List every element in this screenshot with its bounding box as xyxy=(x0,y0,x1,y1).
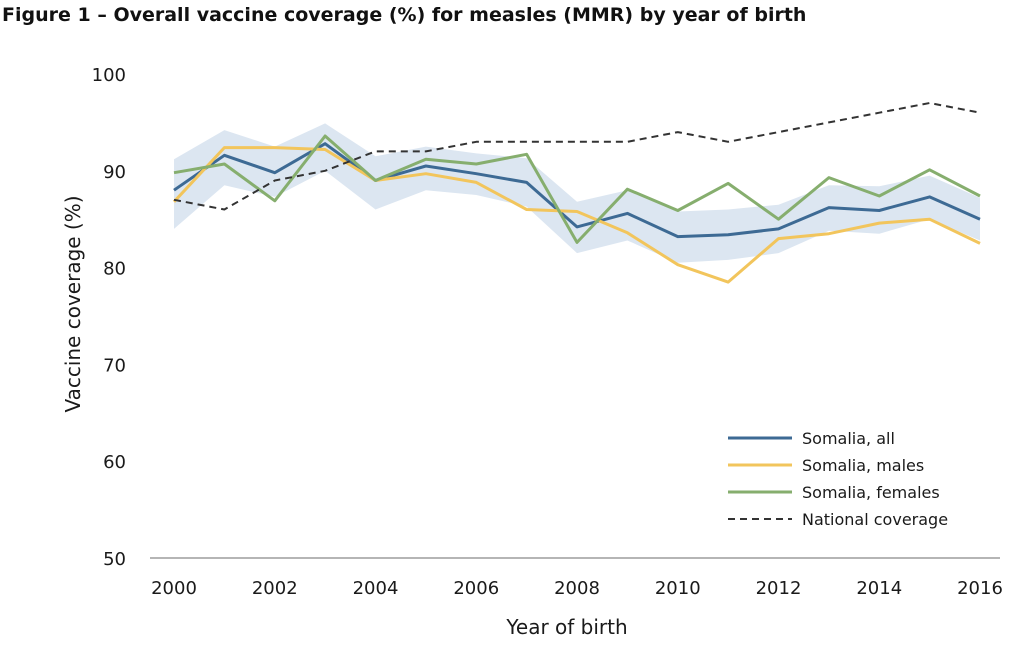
legend-label-0: Somalia, all xyxy=(802,429,895,448)
x-tick-label: 2012 xyxy=(756,578,802,599)
y-tick-label: 60 xyxy=(103,452,126,473)
x-tick-label: 2006 xyxy=(453,578,499,599)
series-line-2 xyxy=(173,134,981,244)
series-line-0 xyxy=(173,142,981,239)
legend-label-2: Somalia, females xyxy=(802,483,940,502)
x-tick-label: 2016 xyxy=(957,578,1003,599)
y-tick-label: 90 xyxy=(103,162,126,183)
chart-title: Figure 1 – Overall vaccine coverage (%) … xyxy=(2,4,807,26)
y-tick-label: 50 xyxy=(103,549,126,570)
y-tick-label: 100 xyxy=(92,65,126,86)
x-tick-label: 2014 xyxy=(856,578,902,599)
x-axis-label: Year of birth xyxy=(505,615,627,639)
legend: Somalia, all Somalia, males Somalia, femal… xyxy=(728,429,948,529)
series-line-1 xyxy=(172,146,981,284)
y-tick-label: 80 xyxy=(103,259,126,280)
legend-label-3: National coverage xyxy=(802,510,948,529)
y-tick-label: 70 xyxy=(103,355,126,376)
x-tick-label: 2000 xyxy=(151,578,197,599)
x-tick-label: 2010 xyxy=(655,578,701,599)
x-tick-label: 2008 xyxy=(554,578,600,599)
series-line-3 xyxy=(173,102,981,211)
x-tick-label: 2002 xyxy=(252,578,298,599)
legend-label-1: Somalia, males xyxy=(802,456,924,475)
y-axis-label: Vaccine coverage (%) xyxy=(61,195,85,412)
x-tick-label: 2004 xyxy=(353,578,399,599)
